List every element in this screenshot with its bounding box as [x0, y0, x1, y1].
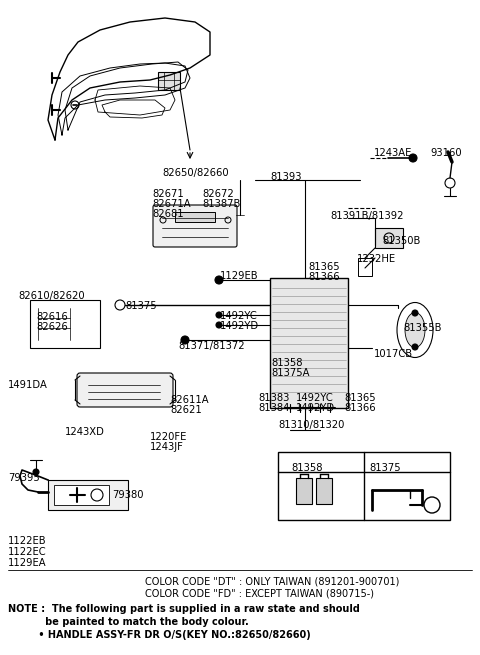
Text: 81350B: 81350B — [382, 236, 420, 246]
Circle shape — [216, 322, 222, 328]
FancyBboxPatch shape — [77, 373, 173, 407]
Text: 82611A: 82611A — [170, 395, 209, 405]
Text: COLOR CODE "DT" : ONLY TAIWAN (891201-900701): COLOR CODE "DT" : ONLY TAIWAN (891201-90… — [145, 576, 399, 586]
Ellipse shape — [405, 312, 425, 348]
Text: 81365: 81365 — [344, 393, 376, 403]
Bar — [375, 228, 403, 248]
Text: 79395: 79395 — [8, 473, 40, 483]
Text: 1017CB: 1017CB — [374, 349, 413, 359]
Text: 81366: 81366 — [344, 403, 376, 413]
Bar — [48, 480, 128, 510]
Text: 81375A: 81375A — [271, 368, 310, 378]
Bar — [316, 478, 332, 504]
Text: 81384: 81384 — [258, 403, 289, 413]
Text: 1492YC: 1492YC — [296, 393, 334, 403]
Text: 81365: 81365 — [308, 262, 340, 272]
Ellipse shape — [397, 303, 433, 358]
Text: 81375: 81375 — [369, 463, 401, 473]
Text: 82621: 82621 — [170, 405, 202, 415]
Circle shape — [181, 336, 189, 344]
Text: 93160: 93160 — [430, 148, 462, 158]
Text: 1491DA: 1491DA — [8, 380, 48, 390]
Text: COLOR CODE "FD" : EXCEPT TAIWAN (890715-): COLOR CODE "FD" : EXCEPT TAIWAN (890715-… — [145, 589, 374, 599]
Text: 1243XD: 1243XD — [65, 427, 105, 437]
FancyBboxPatch shape — [153, 205, 237, 247]
Text: 1492YD: 1492YD — [296, 403, 335, 413]
Text: 82650/82660: 82650/82660 — [163, 168, 229, 178]
Text: 79380: 79380 — [112, 490, 144, 500]
Text: 1129EB: 1129EB — [220, 271, 259, 281]
Bar — [175, 212, 215, 222]
Text: 1243JF: 1243JF — [150, 442, 184, 452]
Circle shape — [409, 154, 417, 162]
Bar — [54, 485, 109, 505]
Text: 1122EB: 1122EB — [8, 536, 47, 546]
Text: 81387B: 81387B — [202, 199, 240, 209]
Text: be painted to match the body colour.: be painted to match the body colour. — [8, 617, 249, 627]
Text: 81393: 81393 — [270, 172, 301, 182]
Circle shape — [216, 312, 222, 318]
Text: 81310/81320: 81310/81320 — [278, 420, 344, 430]
Text: 81371/81372: 81371/81372 — [178, 341, 245, 351]
Text: 1492YC: 1492YC — [220, 311, 258, 321]
Text: 1492YD: 1492YD — [220, 321, 259, 331]
Text: 81375: 81375 — [125, 301, 156, 311]
Text: 82681: 82681 — [152, 209, 184, 219]
Text: • HANDLE ASSY-FR DR O/S(KEY NO.:82650/82660): • HANDLE ASSY-FR DR O/S(KEY NO.:82650/82… — [8, 630, 311, 640]
Text: 81358: 81358 — [291, 463, 323, 473]
Text: 82672: 82672 — [202, 189, 234, 199]
Text: 81355B: 81355B — [403, 323, 442, 333]
Bar — [30, 300, 100, 348]
Text: 82671: 82671 — [152, 189, 184, 199]
Circle shape — [412, 344, 418, 350]
Circle shape — [33, 469, 39, 475]
Bar — [278, 452, 450, 520]
Text: 1232HE: 1232HE — [357, 254, 396, 264]
Text: 81391B/81392: 81391B/81392 — [330, 211, 404, 221]
Circle shape — [412, 310, 418, 316]
Text: 81383: 81383 — [258, 393, 289, 403]
Text: 81358: 81358 — [271, 358, 302, 368]
Bar — [296, 478, 312, 504]
Text: 1122EC: 1122EC — [8, 547, 47, 557]
Text: 82610/82620: 82610/82620 — [18, 291, 84, 301]
Text: 82671A: 82671A — [152, 199, 191, 209]
Circle shape — [215, 276, 223, 284]
Text: 1220FE: 1220FE — [150, 432, 187, 442]
Text: NOTE :  The following part is supplied in a raw state and should: NOTE : The following part is supplied in… — [8, 604, 360, 614]
Bar — [158, 72, 180, 90]
Bar — [270, 278, 348, 408]
Text: 82626: 82626 — [36, 322, 68, 332]
Text: 1243AE: 1243AE — [374, 148, 412, 158]
Text: 81366: 81366 — [308, 272, 340, 282]
Text: 1129EA: 1129EA — [8, 558, 47, 568]
Text: 82616: 82616 — [36, 312, 68, 322]
Bar — [358, 258, 372, 276]
